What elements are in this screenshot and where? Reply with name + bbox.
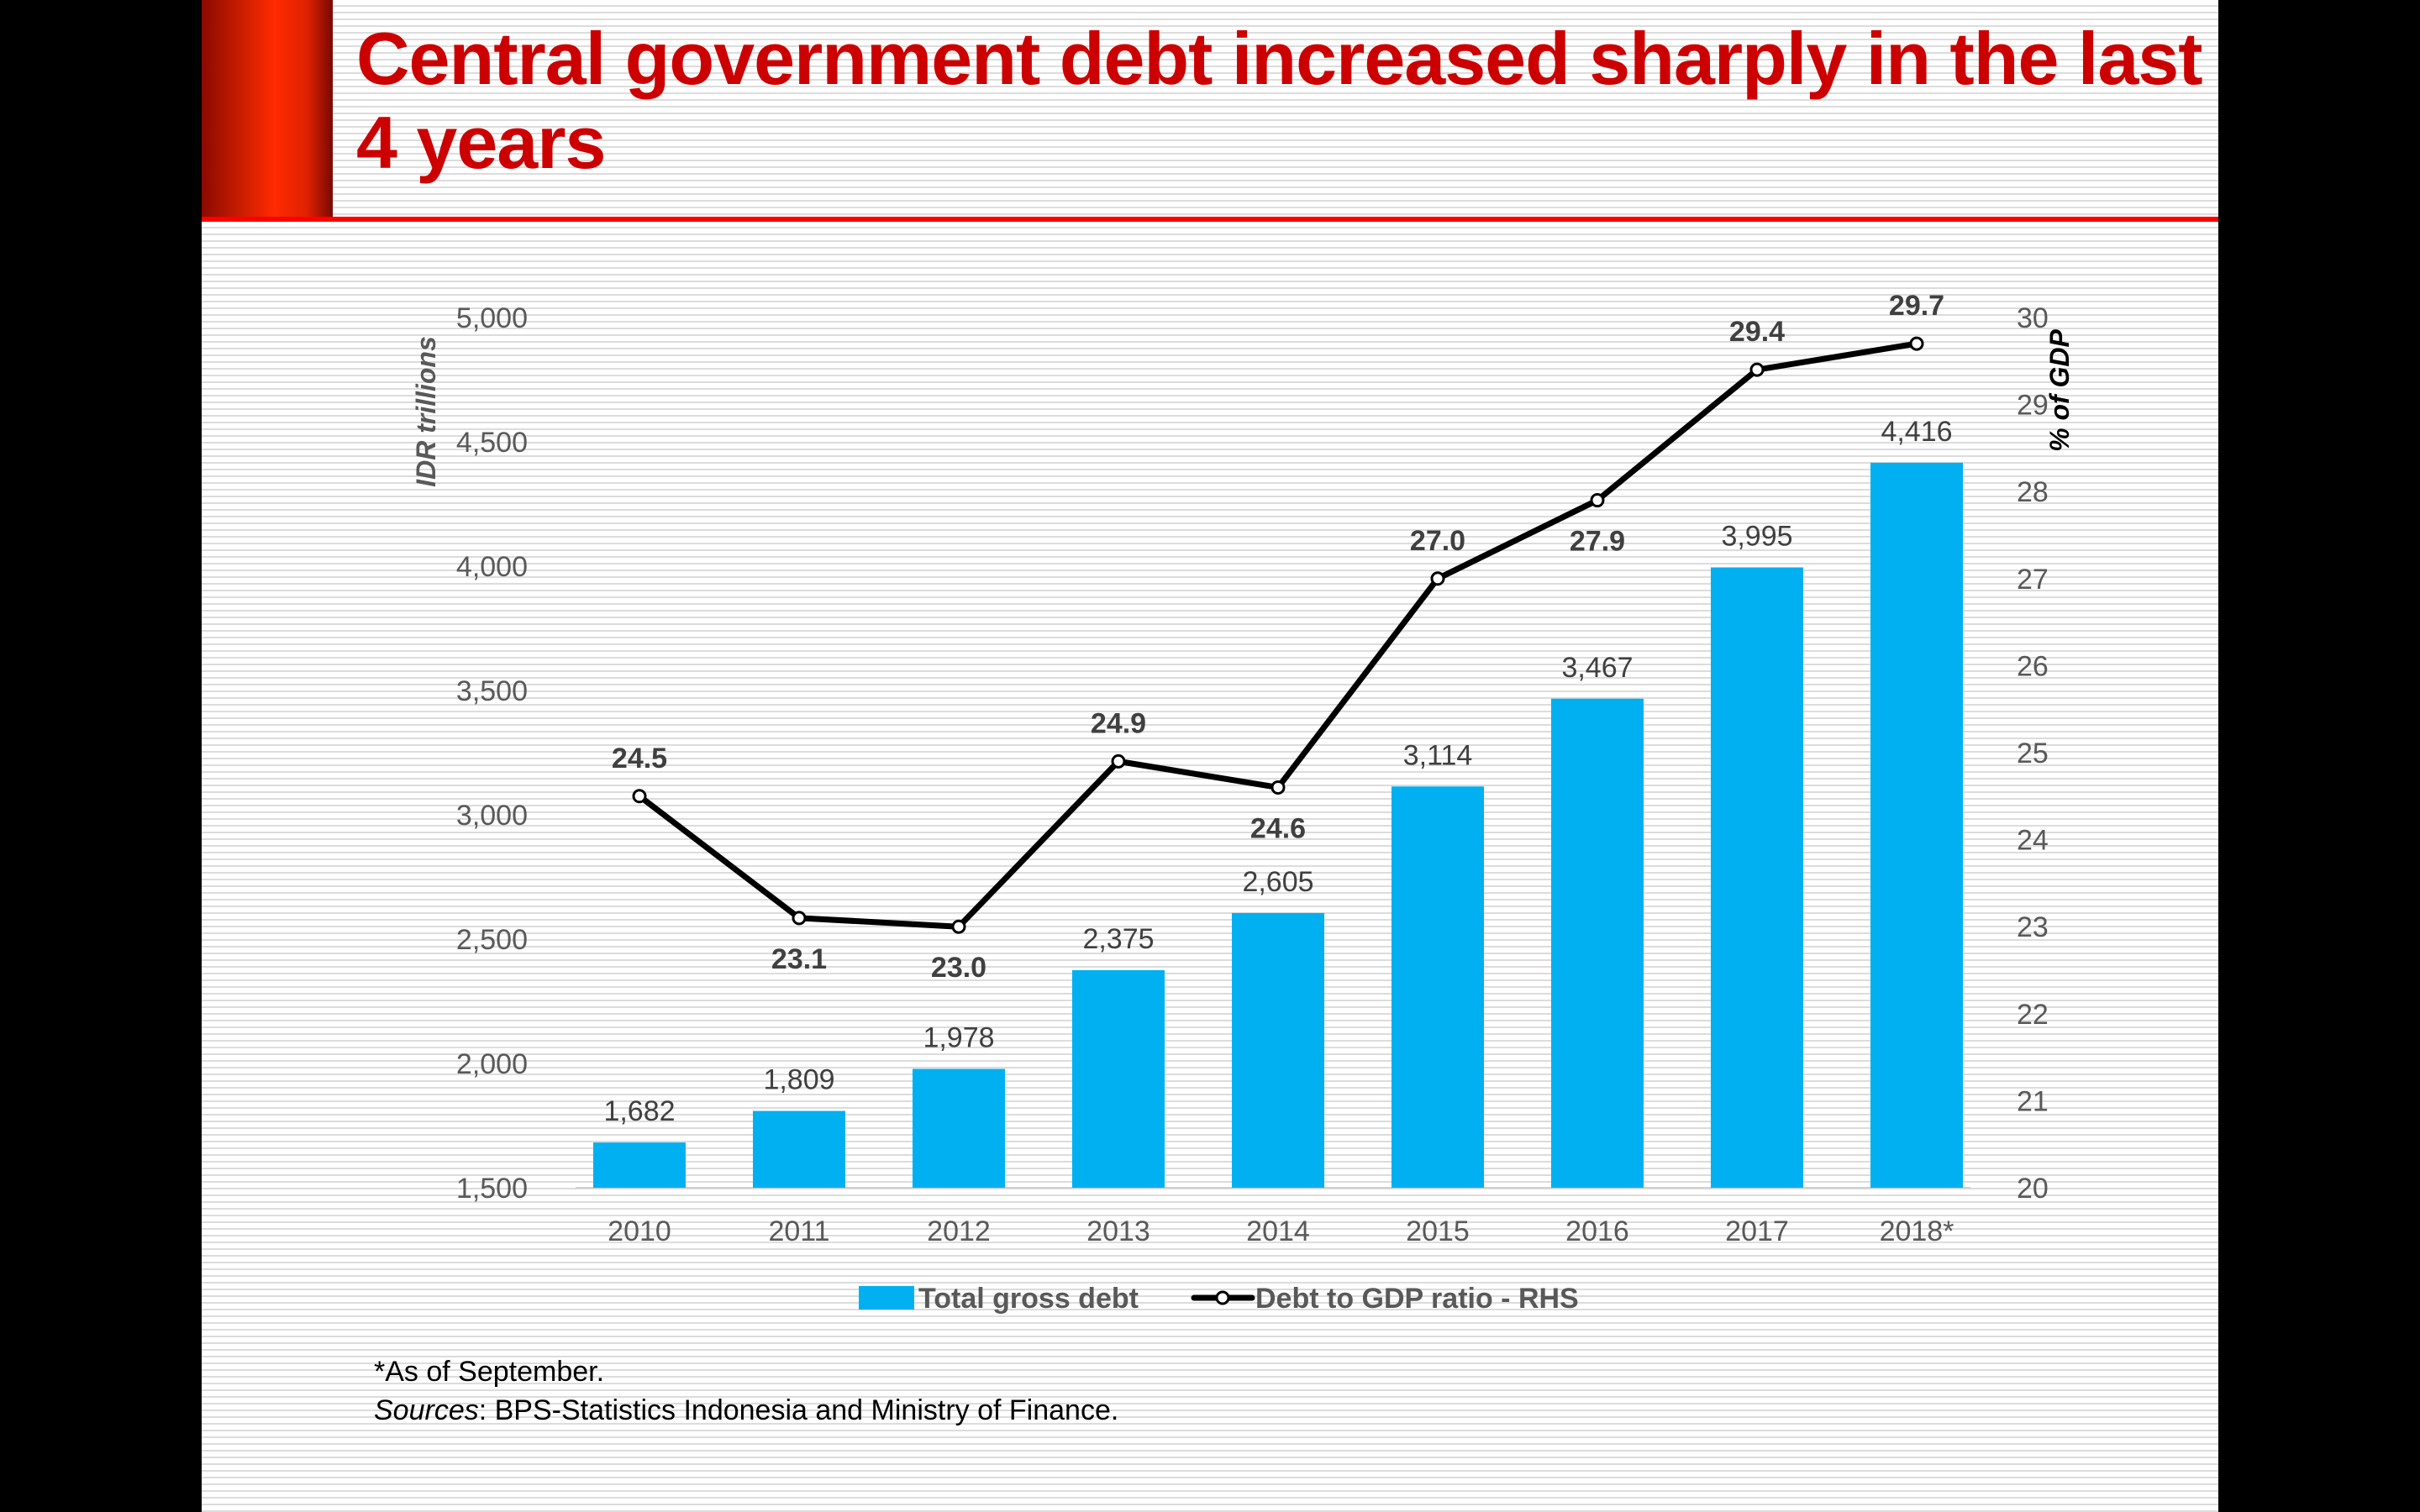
footnotes: *As of September. Sources: BPS-Statistic… <box>374 1352 1118 1430</box>
ratio-marker <box>1590 493 1605 508</box>
title-accent-bar <box>202 0 333 217</box>
ratio-value-label: 23.1 <box>771 943 827 975</box>
bar-labels: 1,682 1,809 1,978 2,375 2,605 3,114 3,467 3,995… <box>603 416 1952 1127</box>
footnote-as-of: *As of September. <box>374 1356 605 1388</box>
ratio-marker <box>1749 362 1765 377</box>
left-axis-tick-label: 4,000 <box>456 551 528 583</box>
ratio-value-label: 27.0 <box>1410 525 1465 557</box>
x-axis-ticks: 2010 2011 2012 2013 2014 2015 2016 2017 2018* <box>608 1215 1954 1247</box>
right-axis-tick-label: 29 <box>2017 390 2049 422</box>
bar <box>1232 912 1324 1188</box>
ratio-marker <box>951 919 966 934</box>
sources-label: Sources <box>374 1394 479 1426</box>
left-axis-ticks: 1,500 2,000 2,500 3,000 3,500 4,000 4,500 5,000 <box>456 302 528 1205</box>
left-axis-tick-label: 2,500 <box>456 924 528 956</box>
right-axis-ticks: 20 21 22 23 24 25 26 27 28 29 30 <box>2017 302 2049 1205</box>
right-axis-tick-label: 22 <box>2017 999 2049 1031</box>
x-axis-tick-label: 2010 <box>608 1215 671 1247</box>
right-axis-title: % of GDP <box>2044 328 2075 451</box>
x-axis-tick-label: 2011 <box>768 1215 829 1247</box>
bar <box>593 1142 686 1188</box>
bar-value-label: 1,809 <box>763 1064 834 1096</box>
ratio-marker <box>1270 780 1286 795</box>
ratio-value-label: 23.0 <box>931 952 986 984</box>
left-axis-title: IDR trillions <box>411 336 441 487</box>
bar-value-label: 3,995 <box>1721 520 1792 552</box>
right-axis-tick-label: 28 <box>2017 476 2049 508</box>
sources-note: Sources: BPS-Statistics Indonesia and Mi… <box>374 1391 1118 1430</box>
ratio-marker <box>792 911 807 926</box>
bar-value-label: 2,375 <box>1082 923 1154 955</box>
x-axis-tick-label: 2015 <box>1406 1215 1470 1247</box>
bar-value-label: 4,416 <box>1881 416 1952 448</box>
right-axis-tick-label: 21 <box>2017 1085 2049 1117</box>
bar <box>913 1068 1005 1188</box>
sources-text: : BPS-Statistics Indonesia and Ministry … <box>478 1394 1119 1426</box>
bar-value-label: 3,114 <box>1403 739 1473 771</box>
x-axis-tick-label: 2016 <box>1565 1215 1629 1247</box>
legend: Total gross debt Debt to GDP ratio - RHS <box>859 1283 1579 1315</box>
ratio-value-label: 29.4 <box>1729 316 1785 348</box>
x-axis-tick-label: 2017 <box>1725 1215 1789 1247</box>
bar <box>1392 786 1484 1188</box>
bar <box>753 1110 845 1188</box>
x-axis-tick-label: 2014 <box>1246 1215 1310 1247</box>
left-axis-tick-label: 3,500 <box>456 675 528 707</box>
ratio-labels: 24.5 23.1 23.0 24.9 24.6 27.0 27.9 29.4 29.7 <box>612 290 1944 984</box>
ratio-value-label: 24.9 <box>1091 707 1146 739</box>
left-axis-tick-label: 3,000 <box>456 800 528 832</box>
ratio-marker <box>1430 571 1445 586</box>
slide-title: Central government debt increased sharpl… <box>356 17 2203 184</box>
right-axis-tick-label: 27 <box>2017 564 2049 596</box>
legend-label-ratio: Debt to GDP ratio - RHS <box>1255 1283 1579 1315</box>
bar <box>1551 698 1644 1188</box>
legend-swatch-debt <box>859 1286 914 1310</box>
right-axis-tick-label: 24 <box>2017 825 2049 857</box>
bar <box>1870 462 1963 1188</box>
ratio-marker <box>1909 336 1924 351</box>
ratio-markers <box>632 336 1924 934</box>
legend-swatch-ratio-marker <box>1215 1290 1230 1305</box>
bar <box>1072 970 1165 1188</box>
ratio-value-label: 27.9 <box>1570 526 1625 558</box>
ratio-marker <box>632 789 647 804</box>
right-axis-tick-label: 23 <box>2017 911 2049 943</box>
bars <box>593 462 1963 1188</box>
x-axis-tick-label: 2018* <box>1880 1215 1954 1247</box>
ratio-value-label: 29.7 <box>1889 290 1944 322</box>
title-underline <box>202 217 2218 222</box>
left-axis-tick-label: 2,000 <box>456 1048 528 1080</box>
ratio-value-label: 24.6 <box>1250 812 1306 844</box>
chart: 1,500 2,000 2,500 3,000 3,500 4,000 4,500 5,000… <box>411 290 2075 1315</box>
left-axis-tick-label: 4,500 <box>456 427 528 459</box>
right-axis-tick-label: 26 <box>2017 650 2049 682</box>
x-axis-tick-label: 2012 <box>927 1215 991 1247</box>
ratio-marker <box>1111 753 1126 769</box>
right-axis-tick-label: 30 <box>2017 302 2049 334</box>
bar <box>1711 567 1803 1188</box>
right-axis-tick-label: 20 <box>2017 1173 2049 1205</box>
bar-value-label: 1,978 <box>923 1022 994 1054</box>
x-axis-tick-label: 2013 <box>1086 1215 1150 1247</box>
right-axis-tick-label: 25 <box>2017 738 2049 769</box>
ratio-value-label: 24.5 <box>612 743 667 774</box>
legend-label-debt: Total gross debt <box>918 1283 1139 1315</box>
slide: Central government debt increased sharpl… <box>202 0 2218 1512</box>
left-axis-tick-label: 5,000 <box>456 302 528 334</box>
bar-value-label: 2,605 <box>1242 866 1313 898</box>
left-axis-tick-label: 1,500 <box>456 1173 528 1205</box>
bar-value-label: 1,682 <box>603 1095 675 1127</box>
bar-value-label: 3,467 <box>1561 652 1633 684</box>
